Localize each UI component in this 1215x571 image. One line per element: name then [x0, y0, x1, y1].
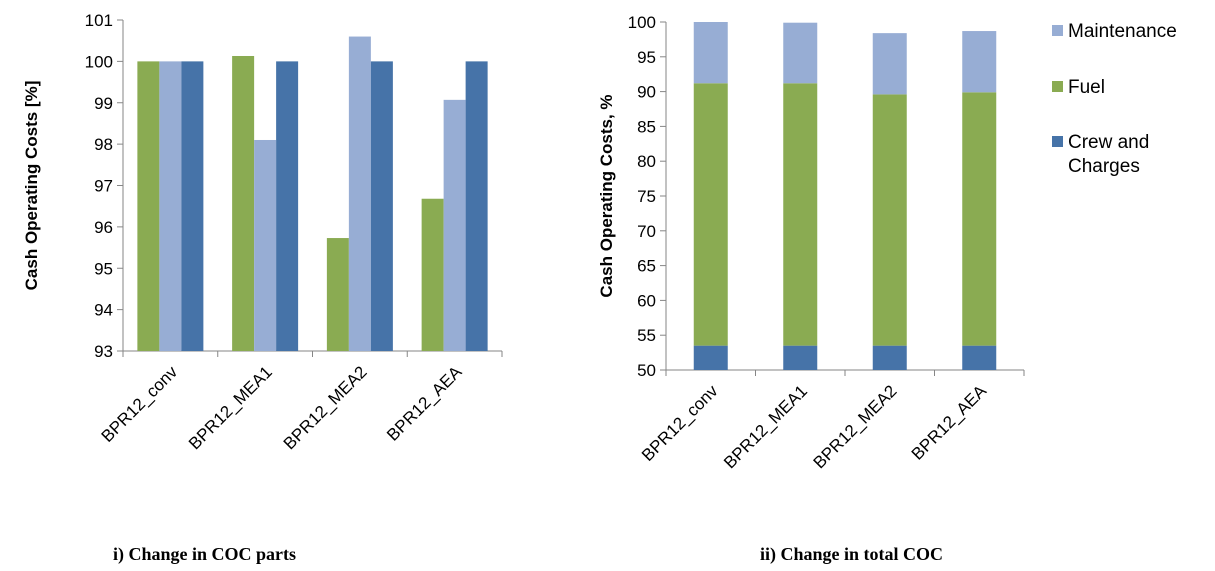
stacked-bar-segment — [693, 22, 728, 84]
stacked-bar-segment — [962, 345, 997, 370]
bar — [443, 99, 466, 351]
bar — [370, 61, 393, 351]
y-tick-label: 60 — [637, 291, 656, 310]
y-tick-label: 93 — [94, 342, 113, 361]
legend-label: Charges — [1068, 156, 1140, 177]
stacked-bar-segment — [872, 345, 907, 370]
chart-coc-parts: 93 94 95 96 97 98 99 100 101 BPR12_conv BPR12_MEA1… — [22, 11, 503, 453]
y-tick-label: 99 — [94, 94, 113, 113]
y-tick-label: 55 — [637, 326, 656, 345]
stacked-bar-segment — [693, 345, 728, 370]
y-tick-label: 95 — [94, 259, 113, 278]
legend-swatch — [1052, 136, 1063, 147]
stacked-bar-segment — [783, 22, 818, 84]
y-tick-label: 50 — [637, 361, 656, 380]
chart-total-coc: 50556065707580859095100BPR12_convBPR12_M… — [597, 13, 1177, 472]
y-tick-label: 95 — [637, 48, 656, 67]
y-tick-label: 75 — [637, 187, 656, 206]
x-tick-label: BPR12_MEA1 — [720, 381, 811, 472]
x-tick-label: BPR12_AEA — [383, 362, 466, 445]
y-tick-label: 101 — [85, 11, 113, 30]
stacked-bar-segment — [872, 94, 907, 346]
stacked-bar-segment — [693, 83, 728, 346]
x-tick-label: BPR12_MEA1 — [185, 362, 276, 453]
stacked-bar-segment — [783, 83, 818, 346]
caption-total-coc: ii) Change in total COC — [760, 544, 943, 565]
bar — [232, 55, 255, 352]
x-tick-label: BPR12_AEA — [908, 381, 991, 464]
stacked-bar-segment — [962, 92, 997, 346]
x-tick-label: BPR12_MEA2 — [280, 362, 371, 453]
bar — [181, 61, 204, 351]
legend: Maintenance Fuel Crew and Charges — [1052, 21, 1177, 177]
caption-coc-parts: i) Change in COC parts — [113, 544, 296, 565]
stacked-bar-segment — [962, 31, 997, 93]
y-tick-label: 96 — [94, 218, 113, 237]
y-tick-label: 80 — [637, 152, 656, 171]
x-tick-label: BPR12_MEA2 — [810, 381, 901, 472]
y-tick-label: 65 — [637, 257, 656, 276]
y-tick-label: 90 — [637, 83, 656, 102]
legend-label: Maintenance — [1068, 21, 1177, 42]
bar — [421, 198, 444, 351]
legend-swatch — [1052, 81, 1063, 92]
bar — [276, 61, 299, 351]
y-tick-label: 70 — [637, 222, 656, 241]
bar — [254, 139, 277, 351]
stacked-bar-segment — [872, 33, 907, 95]
legend-label: Fuel — [1068, 77, 1105, 98]
x-tick-label: BPR12_conv — [98, 362, 182, 446]
x-tick-label: BPR12_conv — [638, 381, 722, 465]
bar — [137, 61, 160, 351]
y-tick-label: 85 — [637, 117, 656, 136]
y-tick-label: 100 — [85, 52, 113, 71]
y-tick-label: 97 — [94, 177, 113, 196]
y-axis-title: Cash Operating Costs [%] — [22, 81, 41, 291]
y-tick-label: 94 — [94, 301, 113, 320]
legend-label: Crew and — [1068, 132, 1149, 153]
y-tick-label: 98 — [94, 135, 113, 154]
bar — [465, 61, 488, 351]
stacked-bar-segment — [783, 345, 818, 370]
bar — [348, 36, 371, 352]
y-tick-label: 100 — [628, 13, 656, 32]
y-axis-title: Cash Operating Costs, % — [597, 94, 616, 297]
legend-swatch — [1052, 25, 1063, 36]
bar — [326, 238, 349, 351]
bar — [159, 61, 182, 351]
